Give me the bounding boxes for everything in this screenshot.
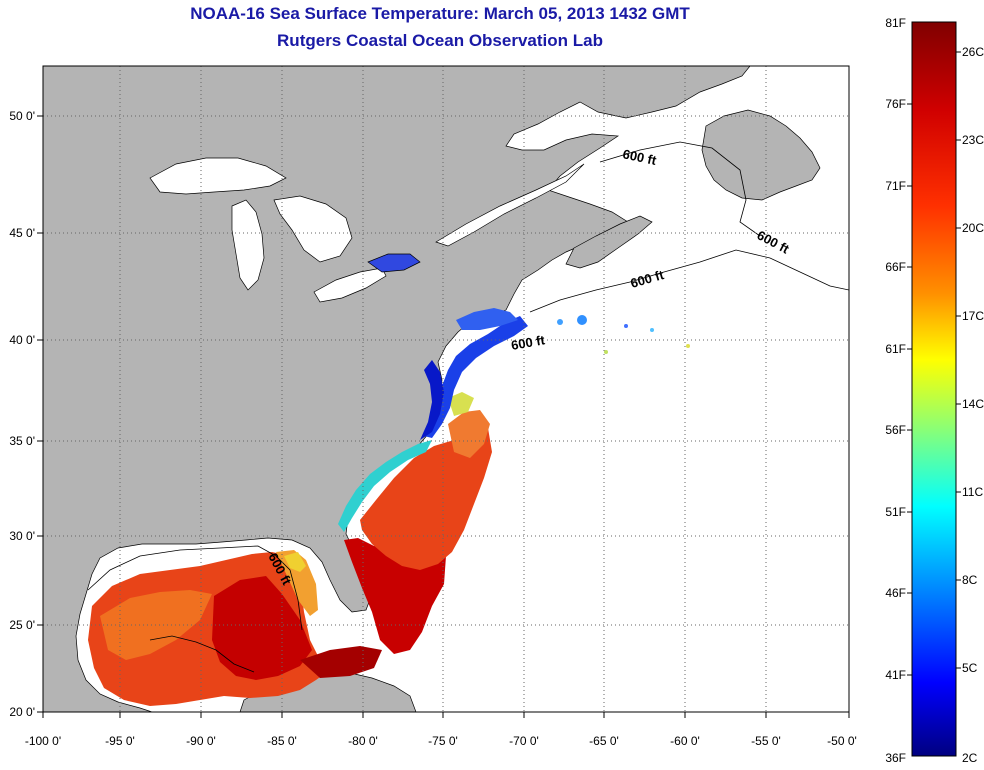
map-subtitle: Rutgers Coastal Ocean Observation Lab	[277, 31, 603, 50]
colorbar-f-label: 61F	[885, 342, 906, 356]
contour-label: 600 ft	[510, 332, 547, 353]
colorbar-c-label: 17C	[962, 309, 984, 323]
lon-tick-label: -55 0'	[751, 734, 781, 748]
lon-tick-label: -85 0'	[267, 734, 297, 748]
contour-label: 600 ft	[621, 146, 658, 168]
sst-overlay	[88, 308, 690, 706]
colorbar-gradient	[911, 21, 957, 757]
lon-tick-label: -80 0'	[348, 734, 378, 748]
longitude-axis: -100 0' -95 0' -90 0' -85 0' -80 0' -75 …	[25, 712, 857, 748]
lat-tick-label: 30 0'	[9, 529, 35, 543]
colorbar-c-label: 23C	[962, 133, 984, 147]
temperature-colorbar: 81F 76F 71F 66F 61F 56F 51F 46F 41F 36F …	[885, 16, 984, 765]
colorbar-f-label: 56F	[885, 423, 906, 437]
lon-tick-label: -50 0'	[827, 734, 857, 748]
lat-tick-label: 50 0'	[9, 109, 35, 123]
colorbar-f-label: 36F	[885, 751, 906, 765]
lake-erie	[313, 267, 387, 303]
lon-tick-label: -70 0'	[509, 734, 539, 748]
lon-tick-label: -65 0'	[589, 734, 619, 748]
lat-tick-label: 35 0'	[9, 434, 35, 448]
colorbar-f-label: 71F	[885, 179, 906, 193]
colorbar-c-label: 26C	[962, 45, 984, 59]
colorbar-f-label: 66F	[885, 260, 906, 274]
st-lawrence-estuary	[435, 163, 585, 247]
lat-tick-label: 45 0'	[9, 226, 35, 240]
lake-michigan	[231, 199, 265, 291]
latitude-axis: 50 0' 45 0' 40 0' 35 0' 30 0' 25 0' 20 0…	[9, 109, 43, 719]
lat-tick-label: 40 0'	[9, 333, 35, 347]
lon-tick-label: -75 0'	[428, 734, 458, 748]
colorbar-c-label: 14C	[962, 397, 984, 411]
lon-tick-label: -60 0'	[670, 734, 700, 748]
land-north-america	[43, 66, 751, 712]
depth-contours	[87, 141, 849, 673]
lon-tick-label: -95 0'	[105, 734, 135, 748]
colorbar-f-label: 46F	[885, 586, 906, 600]
lat-tick-label: 20 0'	[9, 705, 35, 719]
lake-huron	[273, 195, 353, 263]
colorbar-f-label: 76F	[885, 97, 906, 111]
colorbar-f-label: 51F	[885, 505, 906, 519]
lon-tick-label: -100 0'	[25, 734, 61, 748]
lake-ontario	[367, 253, 421, 273]
colorbar-f-label: 41F	[885, 668, 906, 682]
land-nova-scotia	[565, 215, 653, 269]
colorbar-c-label: 2C	[962, 751, 978, 765]
map-title: NOAA-16 Sea Surface Temperature: March 0…	[190, 4, 690, 23]
colorbar-c-label: 5C	[962, 661, 978, 675]
colorbar-c-label: 8C	[962, 573, 978, 587]
colorbar-f-label: 81F	[885, 16, 906, 30]
lat-tick-label: 25 0'	[9, 618, 35, 632]
colorbar-c-label: 20C	[962, 221, 984, 235]
colorbar-c-label: 11C	[962, 485, 983, 499]
map-frame	[42, 65, 850, 713]
lon-tick-label: -90 0'	[186, 734, 216, 748]
